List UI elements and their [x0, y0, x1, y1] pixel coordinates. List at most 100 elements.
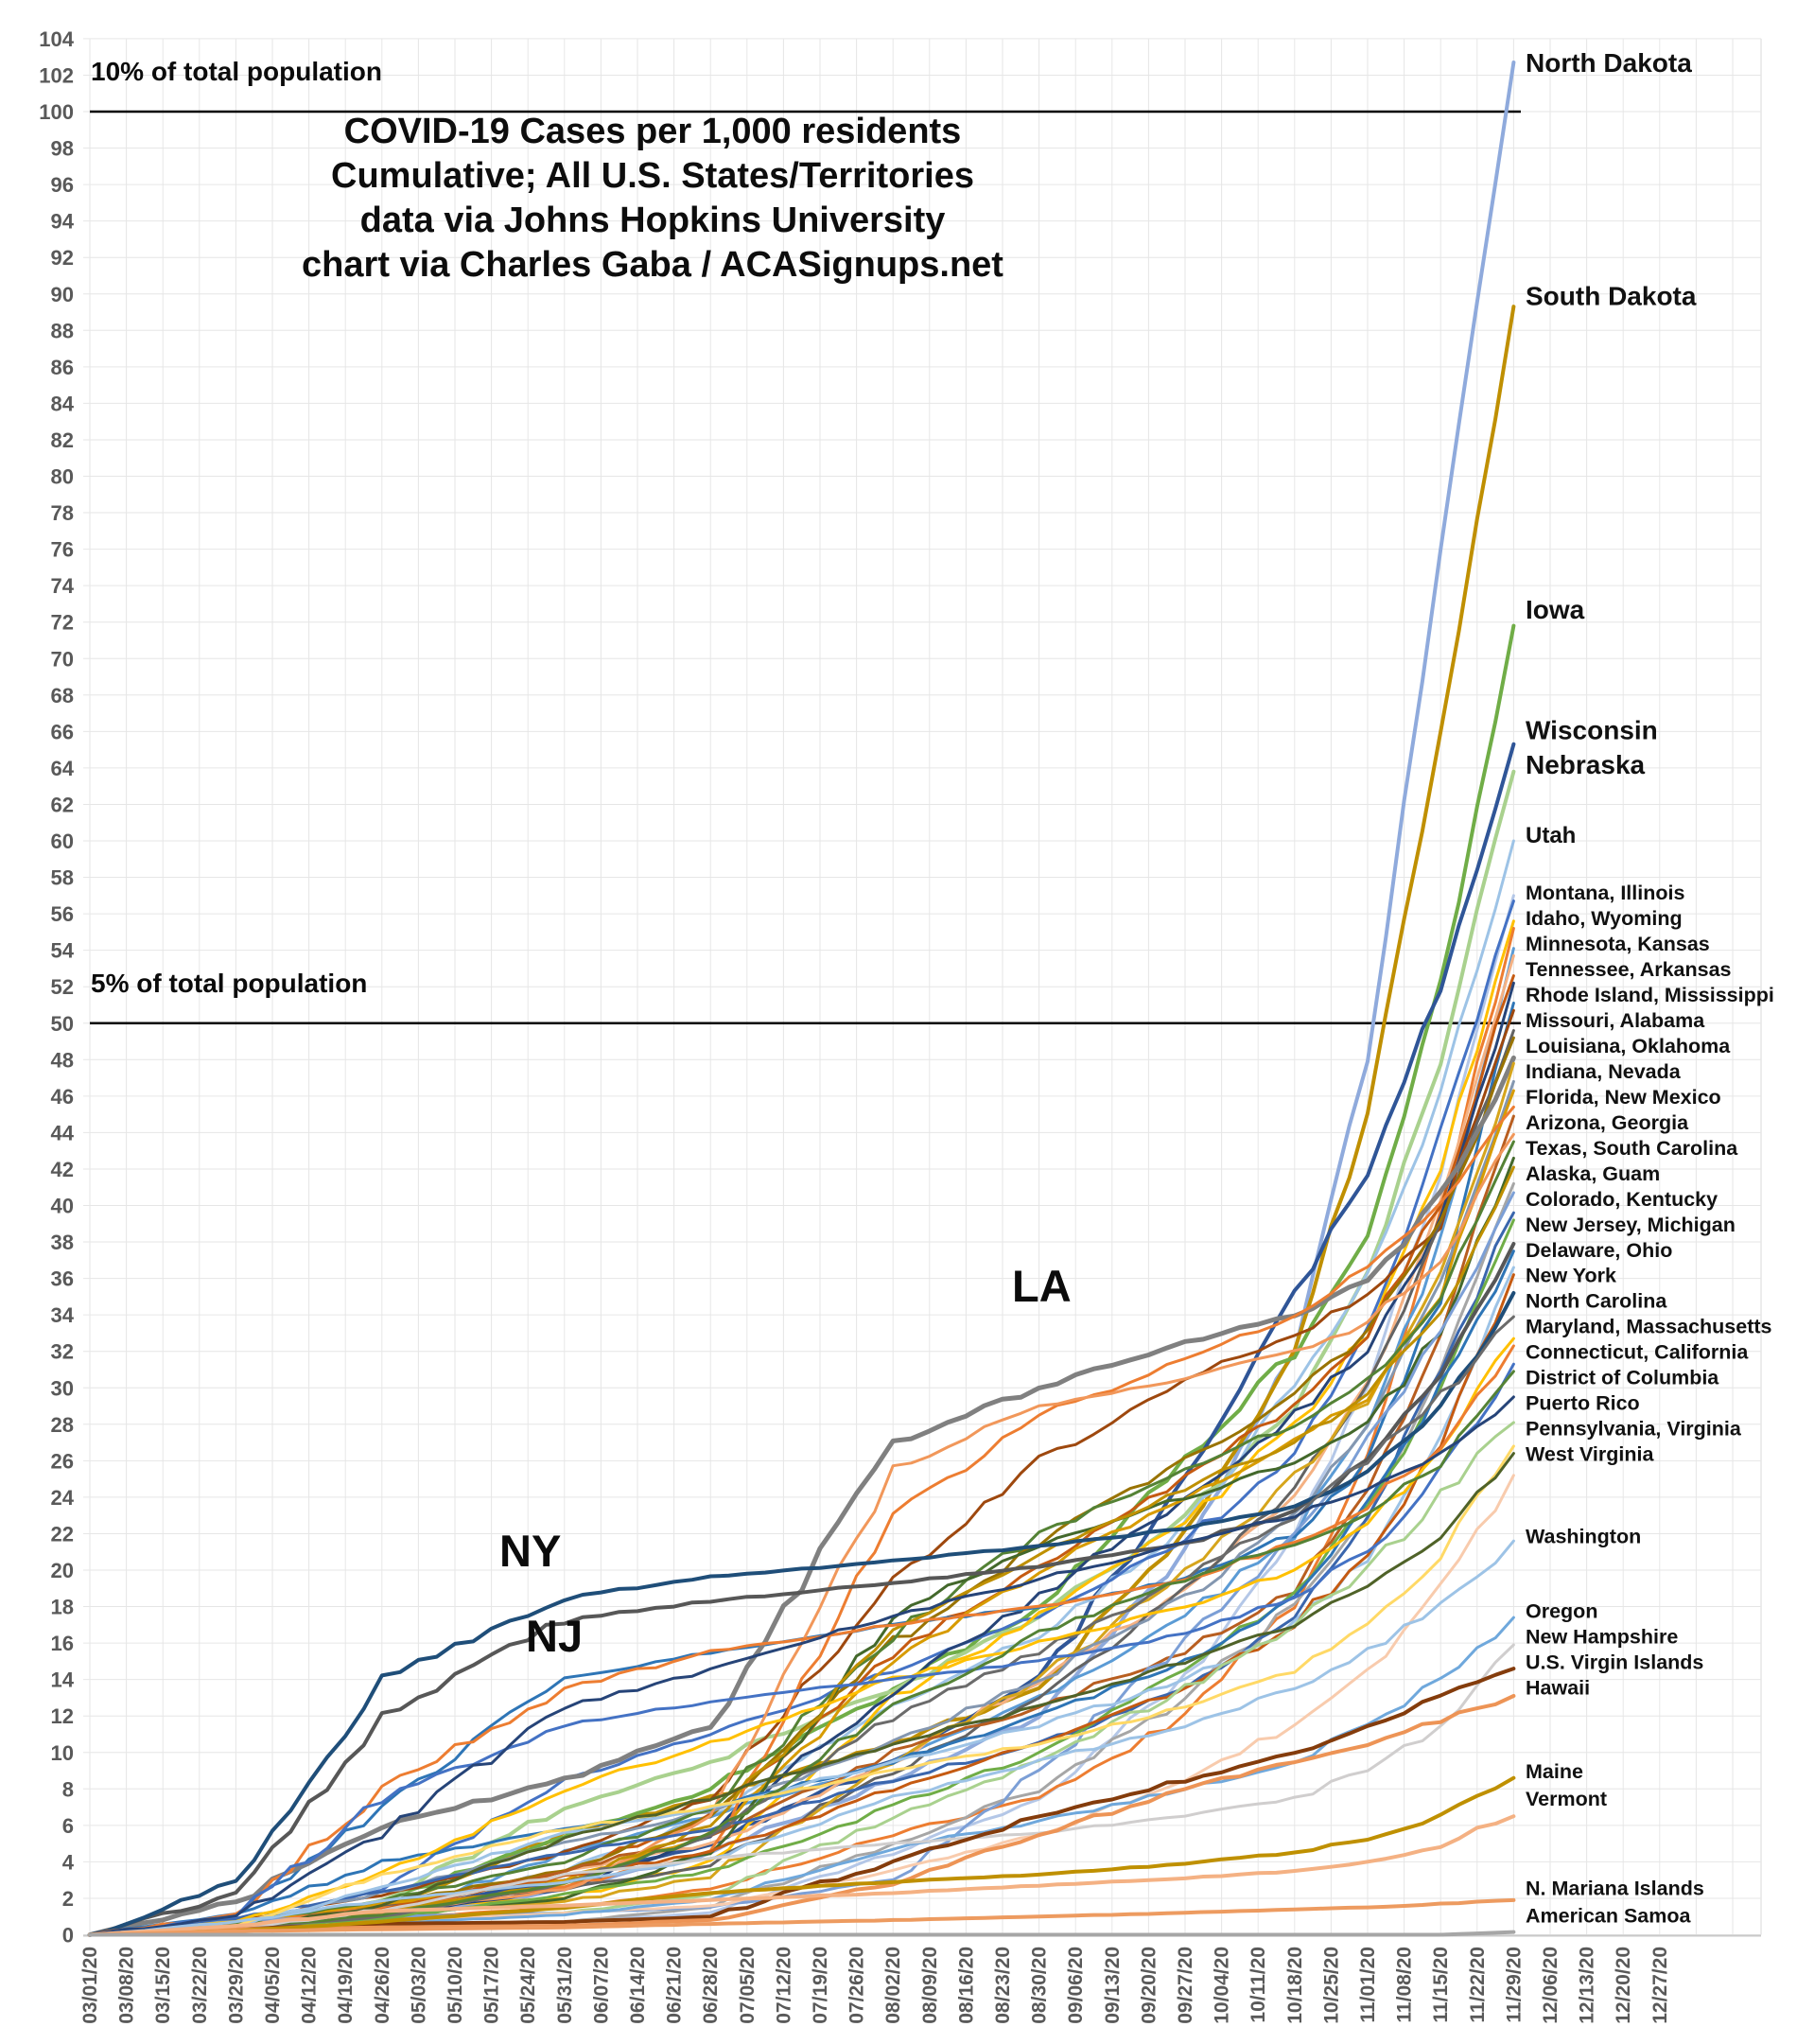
y-tick-label: 14: [51, 1668, 75, 1692]
series-label-american-samoa: American Samoa: [1526, 1904, 1692, 1927]
y-tick-label: 48: [51, 1048, 74, 1072]
x-tick-label: 03/22/20: [189, 1947, 211, 2024]
y-tick-label: 84: [51, 392, 75, 415]
series-label-north-carolina: North Carolina: [1526, 1290, 1667, 1313]
x-tick-label: 03/29/20: [225, 1947, 247, 2024]
series-label-alaska-guam: Alaska, Guam: [1526, 1162, 1660, 1185]
series-line-maine: [88, 1775, 1516, 1937]
series-line-district-of-columbia: [88, 1395, 1515, 1936]
y-tick-label: 54: [51, 939, 75, 963]
annotation-new-jersey: NJ: [526, 1611, 584, 1661]
series-line-colorado: [88, 1211, 1515, 1936]
chart-title-line4: chart via Charles Gaba / ACASignups.net: [302, 245, 1003, 285]
series-label-new-york: New York: [1526, 1265, 1616, 1287]
y-tick-label: 100: [39, 100, 74, 124]
y-tick-label: 20: [51, 1559, 74, 1582]
series-line-iowa: [88, 623, 1516, 1937]
x-tick-label: 12/20/20: [1613, 1947, 1634, 2024]
x-tick-label: 08/23/20: [992, 1947, 1014, 2024]
y-tick-label: 8: [62, 1777, 74, 1801]
y-tick-label: 68: [51, 684, 74, 708]
x-tick-label: 09/06/20: [1065, 1947, 1087, 2024]
x-tick-label: 08/16/20: [955, 1947, 977, 2024]
series-label-south-dakota: South Dakota: [1526, 282, 1697, 311]
series-line-georgia: [88, 1140, 1515, 1936]
x-tick-label: 07/05/20: [737, 1947, 759, 2024]
y-tick-label: 96: [51, 173, 74, 197]
y-tick-label: 66: [51, 720, 74, 743]
x-tick-label: 06/28/20: [700, 1947, 722, 2024]
series-label-maryland-massachusetts: Maryland, Massachusetts: [1526, 1316, 1772, 1338]
series-label-missouri-alabama: Missouri, Alabama: [1526, 1009, 1705, 1032]
series-line-washington: [88, 1539, 1515, 1936]
y-tick-label: 98: [51, 137, 74, 161]
y-tick-label: 4: [62, 1850, 75, 1874]
y-tick-label: 18: [51, 1596, 74, 1619]
y-tick-label: 38: [51, 1231, 74, 1254]
series-label-idaho-wyoming: Idaho, Wyoming: [1526, 907, 1683, 930]
y-tick-label: 78: [51, 501, 74, 525]
y-tick-label: 62: [51, 793, 74, 816]
y-tick-label: 76: [51, 538, 74, 562]
y-tick-label: 104: [39, 27, 74, 51]
series-label-washington: Washington: [1526, 1525, 1641, 1547]
series-label-connecticut-california: Connecticut, California: [1526, 1341, 1749, 1364]
x-tick-label: 07/19/20: [810, 1947, 831, 2024]
series-label-hawaii: Hawaii: [1526, 1676, 1590, 1699]
x-tick-label: 03/08/20: [116, 1947, 138, 2024]
y-tick-label: 70: [51, 647, 74, 671]
x-tick-label: 10/11/20: [1247, 1947, 1269, 2023]
x-tick-label: 07/26/20: [846, 1947, 868, 2024]
y-tick-label: 6: [62, 1814, 74, 1838]
series-line-massachusetts: [88, 1344, 1515, 1936]
series-line-vermont: [88, 1814, 1516, 1937]
y-tick-label: 32: [51, 1340, 74, 1364]
y-tick-label: 88: [51, 319, 74, 342]
x-tick-label: 05/03/20: [408, 1947, 429, 2024]
chart-title-line3: data via Johns Hopkins University: [359, 201, 946, 240]
x-tick-label: 03/15/20: [152, 1947, 174, 2024]
x-tick-label: 09/20/20: [1138, 1947, 1160, 2024]
x-tick-label: 08/30/20: [1029, 1947, 1051, 2024]
y-tick-label: 36: [51, 1267, 74, 1291]
series-label-wisconsin: Wisconsin: [1526, 715, 1658, 744]
series-label-arizona-georgia: Arizona, Georgia: [1526, 1111, 1689, 1134]
series-line-michigan: [88, 1249, 1515, 1936]
series-label-colorado-kentucky: Colorado, Kentucky: [1526, 1188, 1718, 1211]
series-label-tennessee-arkansas: Tennessee, Arkansas: [1526, 958, 1732, 981]
y-tick-label: 82: [51, 428, 74, 452]
x-tick-label: 06/14/20: [627, 1947, 649, 2024]
series-label-puerto-rico: Puerto Rico: [1526, 1392, 1640, 1415]
y-tick-label: 102: [39, 63, 74, 87]
x-tick-label: 09/13/20: [1102, 1947, 1124, 2024]
series-label-oregon: Oregon: [1526, 1599, 1597, 1622]
series-label-florida-new-mexico: Florida, New Mexico: [1526, 1086, 1721, 1109]
y-tick-label: 94: [51, 210, 75, 234]
series-label-delaware-ohio: Delaware, Ohio: [1526, 1239, 1672, 1262]
series-line-pennsylvania: [88, 1444, 1515, 1936]
series-line-new-jersey: [88, 1242, 1516, 1937]
y-tick-label: 74: [51, 574, 75, 598]
x-tick-label: 10/04/20: [1212, 1947, 1233, 2024]
x-tick-label: 06/07/20: [590, 1947, 612, 2024]
series-label-pennsylvania-virginia: Pennsylvania, Virginia: [1526, 1418, 1742, 1441]
x-tick-label: 11/22/20: [1467, 1947, 1489, 2023]
y-tick-label: 64: [51, 757, 75, 780]
y-tick-label: 46: [51, 1085, 74, 1109]
x-tick-label: 05/31/20: [554, 1947, 576, 2024]
y-tick-label: 58: [51, 866, 74, 890]
series-label-montana-illinois: Montana, Illinois: [1526, 882, 1684, 904]
x-tick-label: 11/29/20: [1503, 1947, 1525, 2023]
y-tick-label: 80: [51, 465, 74, 489]
y-tick-label: 12: [51, 1704, 74, 1728]
x-tick-label: 10/18/20: [1284, 1947, 1306, 2024]
series-label-utah: Utah: [1526, 823, 1576, 848]
x-tick-label: 08/02/20: [882, 1947, 904, 2024]
series-line-arizona: [88, 1132, 1515, 1936]
series-label-west-virginia: West Virginia: [1526, 1443, 1654, 1466]
series-label-louisiana-oklahoma: Louisiana, Oklahoma: [1526, 1035, 1731, 1057]
chart-title: COVID-19 Cases per 1,000 residents Cumul…: [227, 110, 1078, 288]
chart-title-line1: COVID-19 Cases per 1,000 residents: [343, 112, 962, 151]
series-line-maryland: [88, 1336, 1515, 1936]
